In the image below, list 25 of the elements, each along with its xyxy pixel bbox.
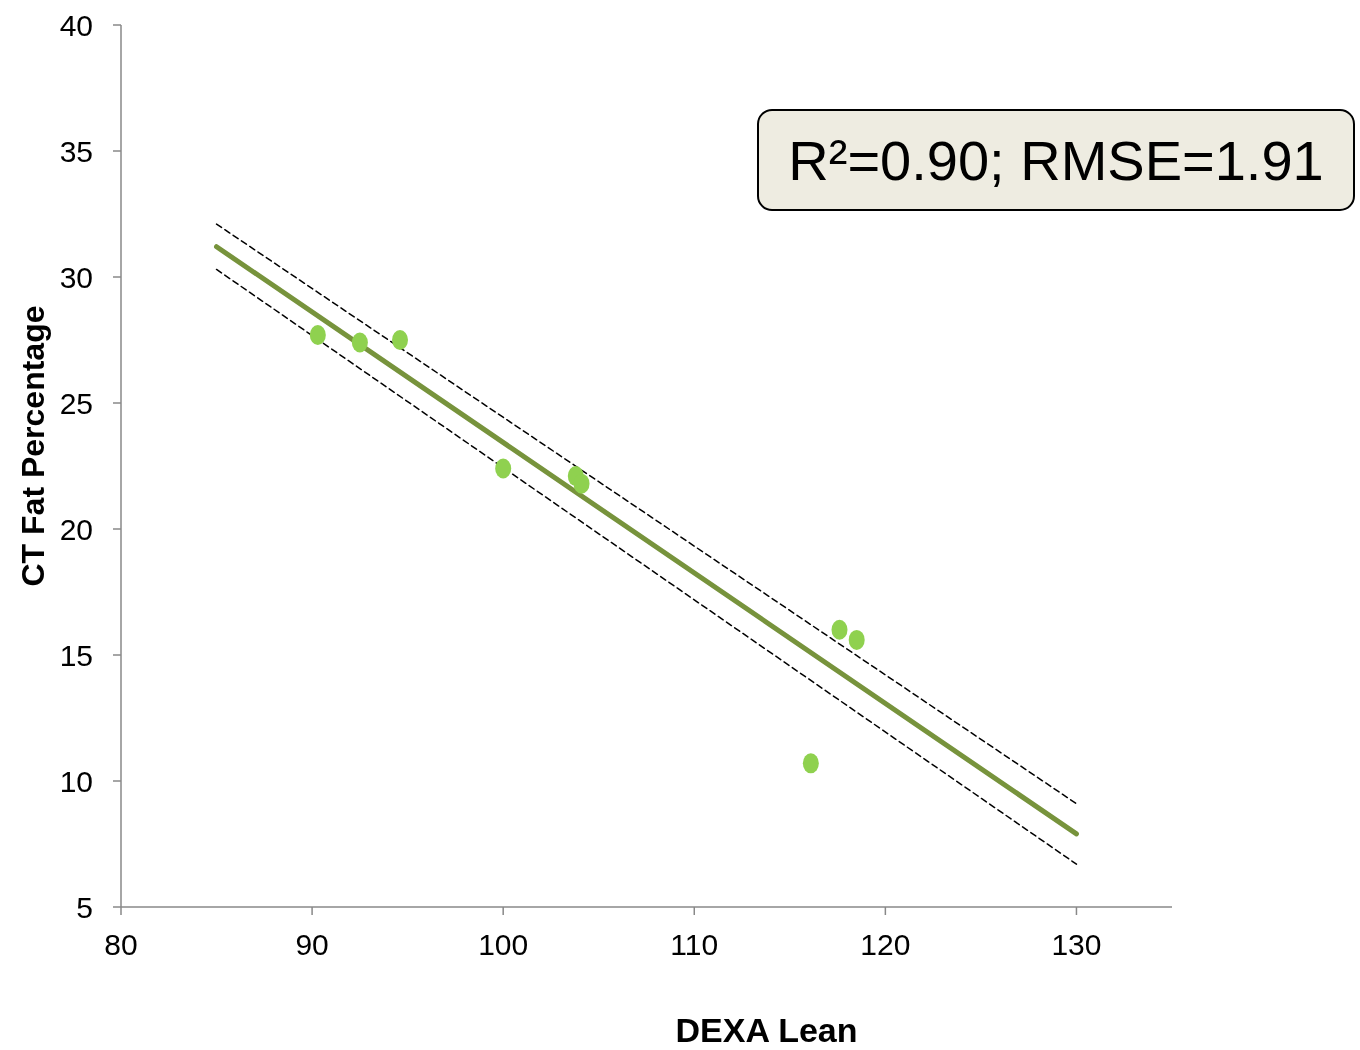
x-tick-label: 130	[1051, 928, 1102, 961]
point	[802, 753, 819, 774]
y-tick-label: 35	[59, 134, 93, 168]
y-tick-label: 40	[59, 8, 93, 42]
point	[391, 330, 408, 350]
point	[573, 473, 590, 494]
x-tick-label: 120	[860, 928, 911, 961]
y-tick-label: 20	[59, 512, 93, 546]
x-tick-label: 110	[670, 928, 719, 961]
y-axis-title: CT Fat Percentage	[15, 305, 51, 587]
y-tick-label: 30	[59, 260, 93, 294]
point	[831, 619, 848, 640]
x-tick-label: 80	[104, 928, 138, 961]
y-tick-label: 25	[59, 386, 93, 420]
point	[351, 332, 368, 353]
annotation: R²=0.90; RMSE=1.91	[788, 128, 1324, 192]
x-tick-label: 100	[478, 928, 529, 961]
point	[848, 629, 865, 650]
y-tick-label: 15	[59, 638, 93, 672]
x-tick-label: 90	[295, 928, 329, 961]
point	[495, 458, 512, 479]
y-tick-label: 5	[76, 890, 93, 924]
y-tick-label: 10	[59, 764, 93, 798]
point	[309, 324, 326, 345]
x-axis-title: DEXA Lean	[675, 1011, 858, 1049]
